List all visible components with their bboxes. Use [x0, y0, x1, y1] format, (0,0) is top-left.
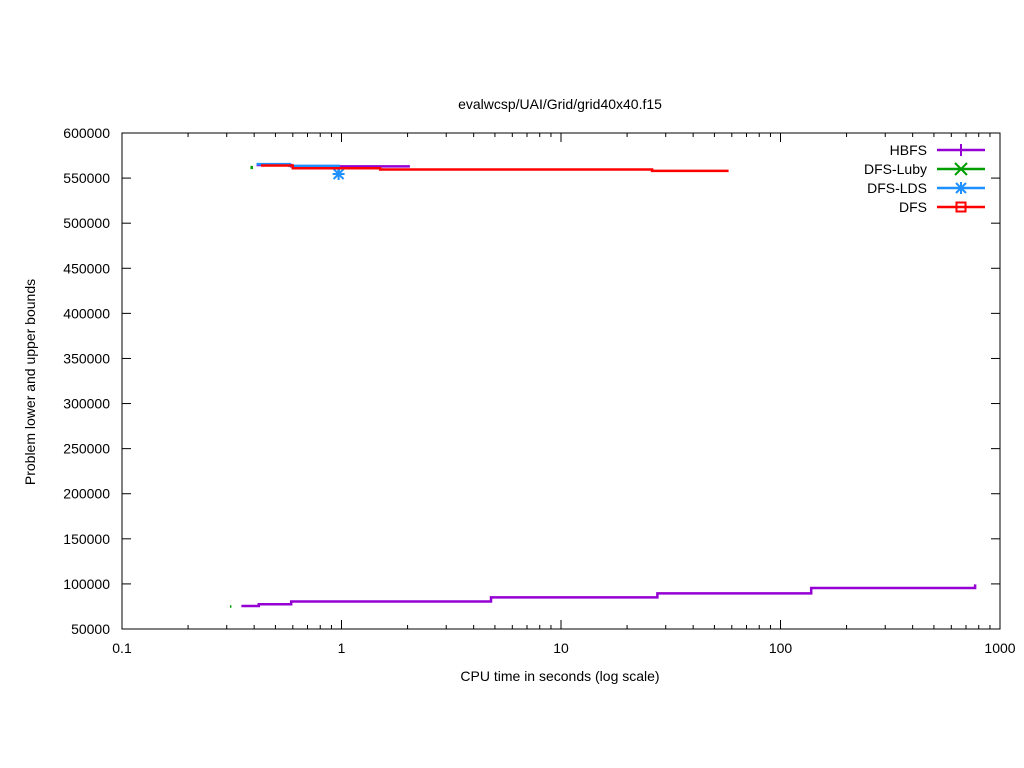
y-tick-label: 200000	[63, 486, 110, 502]
series-dfs-luby	[229, 165, 253, 608]
plot-area	[229, 162, 977, 608]
y-tick-label: 50000	[71, 621, 110, 637]
legend: HBFS DFS-Luby DFS-LDS DFS	[864, 142, 985, 215]
legend-label: DFS-Luby	[864, 161, 927, 177]
y-tick-label: 150000	[63, 531, 110, 547]
x-tick-label: 1	[338, 640, 346, 656]
y-tick-label: 400000	[63, 305, 110, 321]
series-line-hbfs	[241, 584, 977, 608]
y-axis-label: Problem lower and upper bounds	[22, 279, 38, 485]
y-axis: 50000 100000 150000 200000 250000 300000 35000…	[63, 125, 1000, 637]
series-hbfs	[241, 163, 977, 608]
x-tick-label: 10	[553, 640, 569, 656]
x-tick-label: 100	[769, 640, 793, 656]
y-tick-label: 450000	[63, 260, 110, 276]
y-tick-label: 600000	[63, 125, 110, 141]
y-tick-label: 300000	[63, 396, 110, 412]
x-axis: 0.1 1 10 100 1000	[112, 133, 1016, 656]
legend-marker	[955, 182, 967, 194]
legend-label: HBFS	[890, 142, 927, 158]
x-tick-label: 0.1	[112, 640, 132, 656]
x-axis-label: CPU time in seconds (log scale)	[460, 668, 659, 684]
data-point-dfs-lds	[332, 168, 345, 181]
legend-label: DFS	[899, 199, 927, 215]
y-tick-label: 500000	[63, 215, 110, 231]
x-tick-label: 1000	[984, 640, 1015, 656]
plot-frame	[121, 132, 1001, 630]
y-tick-label: 350000	[63, 350, 110, 366]
legend-marker	[954, 162, 968, 176]
legend-marker	[955, 201, 967, 213]
series-line-dfs	[261, 164, 729, 173]
chart-title: evalwcsp/UAI/Grid/grid40x40.f15	[458, 96, 662, 112]
series-dfs	[261, 164, 729, 173]
y-tick-label: 550000	[63, 170, 110, 186]
y-tick-label: 100000	[63, 576, 110, 592]
legend-marker	[955, 144, 967, 156]
legend-label: DFS-LDS	[867, 180, 927, 196]
y-tick-label: 250000	[63, 441, 110, 457]
